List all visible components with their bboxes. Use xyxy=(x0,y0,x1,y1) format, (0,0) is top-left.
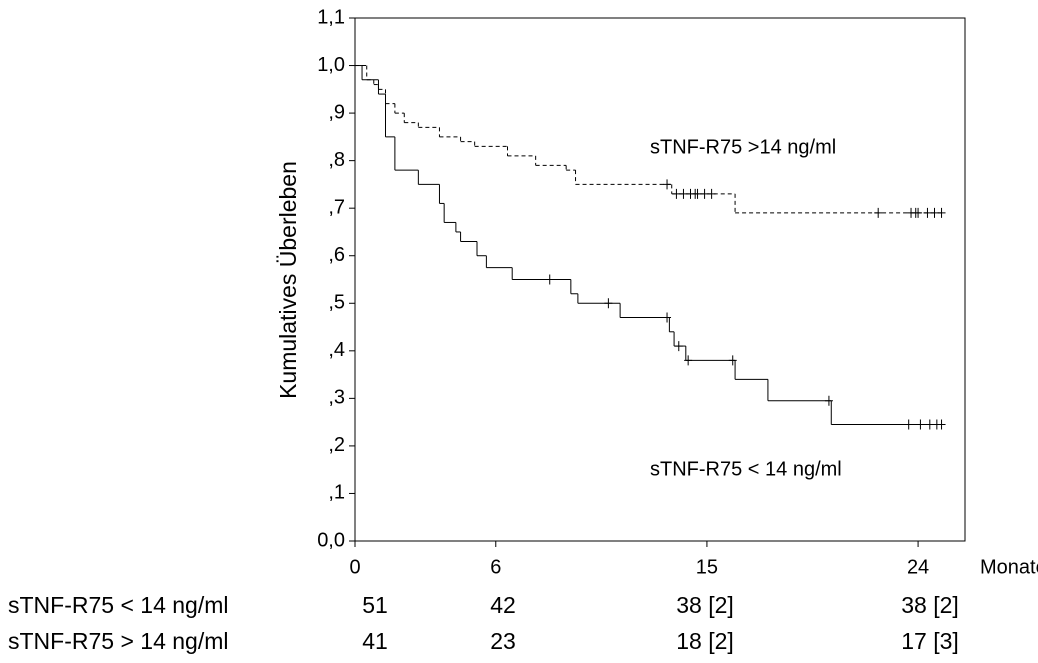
x-tick-label: 24 xyxy=(907,556,929,578)
risk-row-label: sTNF-R75 > 14 ng/ml xyxy=(8,628,229,654)
censor-mark xyxy=(679,188,688,199)
censor-mark xyxy=(604,298,613,309)
y-axis-label: Kumulatives Überleben xyxy=(275,161,301,399)
censor-mark xyxy=(700,188,709,199)
y-tick-label: ,7 xyxy=(328,196,345,218)
censor-mark xyxy=(824,395,833,406)
series-label: sTNF-R75 >14 ng/ml xyxy=(650,136,836,158)
censor-mark xyxy=(663,312,672,323)
censor-mark xyxy=(925,419,934,430)
x-tick-label: 6 xyxy=(490,556,501,578)
censor-mark xyxy=(707,188,716,199)
plot-frame xyxy=(354,17,966,542)
risk-value: 41 xyxy=(362,628,388,654)
y-tick-label: ,9 xyxy=(328,101,345,123)
risk-value: 18 [2] xyxy=(676,628,734,654)
y-tick-label: ,3 xyxy=(328,387,345,409)
censor-mark xyxy=(693,188,702,199)
censor-mark xyxy=(930,207,939,218)
censor-mark xyxy=(674,341,683,352)
y-tick-label: 1,1 xyxy=(317,6,345,28)
censor-mark xyxy=(914,207,923,218)
risk-value: 38 [2] xyxy=(901,592,959,618)
risk-value: 51 xyxy=(362,592,388,618)
risk-value: 17 [3] xyxy=(901,628,959,654)
censor-mark xyxy=(545,274,554,285)
censor-mark xyxy=(937,419,946,430)
y-tick-label: ,2 xyxy=(328,434,345,456)
y-tick-label: 0,0 xyxy=(317,529,345,551)
risk-row-label: sTNF-R75 < 14 ng/ml xyxy=(8,592,229,618)
censor-mark xyxy=(916,419,925,430)
y-tick-label: 1,0 xyxy=(317,54,345,76)
censor-mark xyxy=(672,188,681,199)
x-axis-label: Monate xyxy=(980,556,1038,578)
censor-mark xyxy=(904,419,913,430)
y-tick-label: ,1 xyxy=(328,482,345,504)
risk-value: 38 [2] xyxy=(676,592,734,618)
y-tick-label: ,8 xyxy=(328,149,345,171)
censor-mark xyxy=(663,179,672,190)
censor-mark xyxy=(684,355,693,366)
censor-mark xyxy=(937,207,946,218)
risk-value: 42 xyxy=(490,592,516,618)
y-tick-label: ,5 xyxy=(328,292,345,314)
y-tick-label: ,4 xyxy=(328,339,345,361)
y-tick-label: ,6 xyxy=(328,244,345,266)
censor-mark xyxy=(923,207,932,218)
series-label: sTNF-R75 < 14 ng/ml xyxy=(650,458,842,480)
x-tick-label: 15 xyxy=(696,556,718,578)
censor-mark xyxy=(874,207,883,218)
x-tick-label: 0 xyxy=(349,556,360,578)
censor-mark xyxy=(728,355,737,366)
risk-value: 23 xyxy=(490,628,516,654)
